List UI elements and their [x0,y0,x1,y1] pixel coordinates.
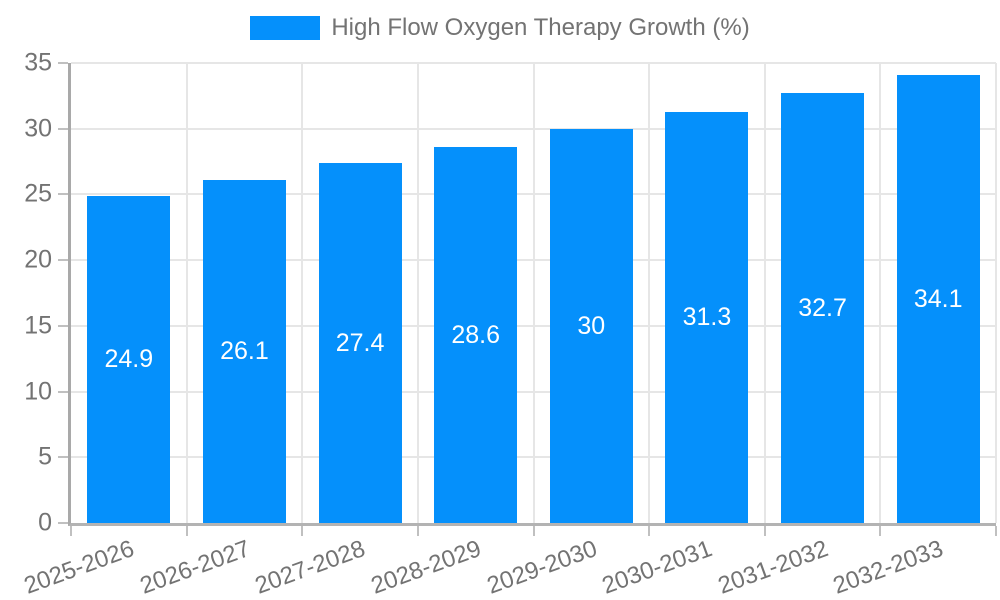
x-axis-tick-label: 2032-2033 [829,535,948,600]
bar-value-label: 32.7 [798,294,847,323]
x-tick-mark [879,526,882,536]
x-tick-mark [416,526,419,536]
gridline-vertical [879,63,882,523]
chart-legend: High Flow Oxygen Therapy Growth (%) [0,14,1000,42]
x-tick-mark [648,526,651,536]
x-tick-mark [532,526,535,536]
bar-2027-2028[interactable] [318,162,402,523]
x-axis: 2025-2026 2026-2027 2027-2028 2028-2029 2029… [21,526,993,600]
y-tick-mark [58,259,68,262]
y-axis-tick-label: 25 [24,179,52,208]
bar-2029-2030[interactable] [549,128,633,523]
bar-2025-2026[interactable] [87,195,171,523]
x-tick-mark [70,526,72,536]
x-tick-mark [763,526,766,536]
bar-value-label: 34.1 [913,284,963,313]
bar-value-label: 28.6 [451,321,501,350]
x-tick-mark [301,526,304,536]
gridline-vertical [532,63,535,523]
bar-value-label: 26.1 [220,337,269,366]
y-tick-mark [58,522,68,524]
legend-swatch [250,16,321,40]
bar-2032-2033[interactable] [896,74,980,523]
gridline-vertical [763,63,766,523]
y-axis-tick-label: 35 [24,48,52,77]
y-axis-tick-label: 15 [24,311,52,340]
y-tick-mark [58,324,68,327]
gridline-vertical [995,63,997,523]
y-tick-mark [58,456,68,459]
y-axis-tick-label: 30 [24,114,52,143]
bar-2026-2027[interactable] [202,179,286,523]
y-tick-mark [58,62,68,64]
y-tick-mark [58,193,68,196]
x-axis-tick-label: 2028-2029 [367,535,485,600]
x-axis-tick-label: 2030-2031 [598,535,716,600]
x-axis-tick-label: 2031-2032 [714,535,832,600]
y-axis-tick-label: 20 [24,245,52,274]
y-tick-mark [58,127,68,130]
x-axis-tick-label: 2029-2030 [483,535,601,600]
bar-value-label: 31.3 [682,303,732,332]
x-tick-mark [995,526,997,536]
bar-value-label: 27.4 [335,328,385,357]
bar-2028-2029[interactable] [434,147,518,523]
gridline-vertical [648,63,651,523]
plot-area: 24.9 26.1 27.4 28.6 30 31.3 32.7 34.1 [58,62,997,536]
x-axis-tick-label: 2026-2027 [136,535,254,600]
y-axis: 0 5 10 15 20 25 30 35 [0,50,52,535]
gridline-vertical [301,63,304,523]
gridline-vertical [185,63,188,523]
y-axis-tick-label: 5 [38,442,52,471]
bar-value-label: 24.9 [104,345,154,374]
legend-item[interactable]: High Flow Oxygen Therapy Growth (%) [250,14,750,42]
y-axis-tick-label: 10 [24,377,52,406]
bar-2030-2031[interactable] [665,111,749,523]
x-tick-mark [185,526,188,536]
legend-label: High Flow Oxygen Therapy Growth (%) [331,14,750,41]
y-axis-tick-label: 0 [38,508,52,537]
x-axis-tick-label: 2025-2026 [20,535,138,600]
bar-2031-2032[interactable] [781,93,865,523]
bar-value-label: 30 [577,311,606,340]
gridline-vertical [416,63,419,523]
x-axis-tick-label: 2027-2028 [251,535,369,600]
y-tick-mark [58,390,68,393]
